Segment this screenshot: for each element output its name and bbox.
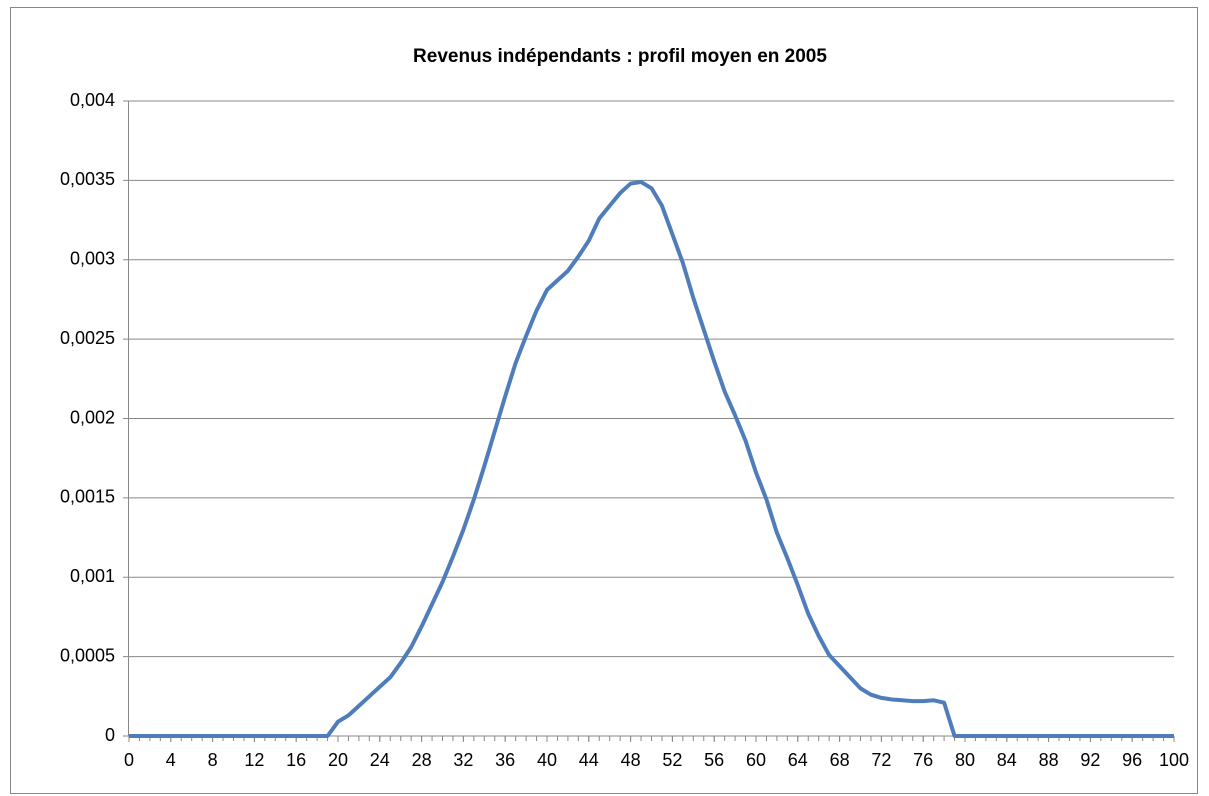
x-tick-label: 96 — [1122, 750, 1142, 770]
y-tick-label: 0,004 — [70, 90, 115, 110]
x-tick-label: 100 — [1159, 750, 1189, 770]
x-tick-label: 28 — [412, 750, 432, 770]
x-tick-label: 88 — [1039, 750, 1059, 770]
x-tick-label: 4 — [166, 750, 176, 770]
data-line — [129, 179, 1174, 738]
x-tick-label: 84 — [997, 750, 1017, 770]
x-tick-label: 64 — [788, 750, 808, 770]
x-tick-label: 20 — [328, 750, 348, 770]
y-tick-label: 0,003 — [70, 249, 115, 269]
y-tick-label: 0,0005 — [60, 645, 115, 665]
y-tick-label: 0 — [105, 725, 115, 745]
y-tick-label: 0,001 — [70, 566, 115, 586]
x-tick-label: 72 — [871, 750, 891, 770]
x-tick-label: 48 — [621, 750, 641, 770]
chart-title: Revenus indépendants : profil moyen en 2… — [413, 46, 827, 67]
y-tick-label: 0,0035 — [60, 169, 115, 189]
y-tick-label: 0,002 — [70, 407, 115, 427]
x-tick-label: 12 — [244, 750, 264, 770]
y-tick-label: 0,0025 — [60, 328, 115, 348]
x-tick-label: 80 — [955, 750, 975, 770]
x-tick-label: 0 — [124, 750, 134, 770]
y-tick-label: 0,0015 — [60, 487, 115, 507]
x-tick-label: 92 — [1080, 750, 1100, 770]
chart-frame — [10, 7, 1198, 794]
x-tick-label: 16 — [286, 750, 306, 770]
x-tick-label: 52 — [662, 750, 682, 770]
x-tick-label: 60 — [746, 750, 766, 770]
x-tick-label: 8 — [208, 750, 218, 770]
x-tick-label: 68 — [830, 750, 850, 770]
x-tick-label: 76 — [913, 750, 933, 770]
x-tick-label: 36 — [495, 750, 515, 770]
x-tick-label: 56 — [704, 750, 724, 770]
x-tick-label: 32 — [453, 750, 473, 770]
x-tick-label: 40 — [537, 750, 557, 770]
x-tick-label: 24 — [370, 750, 390, 770]
x-tick-label: 44 — [579, 750, 599, 770]
